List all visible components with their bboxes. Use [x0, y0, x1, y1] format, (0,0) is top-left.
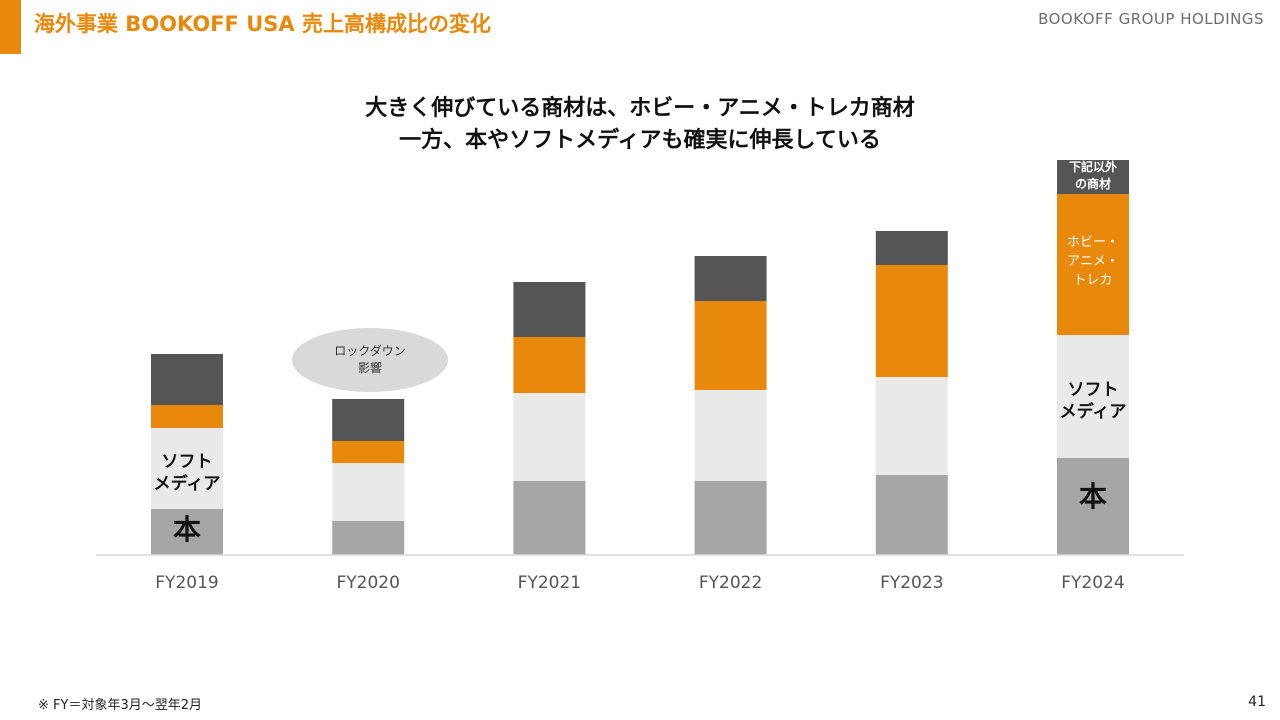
segment-label-soft-media-fy2019: ソフト メディア [153, 452, 221, 494]
bar-segment-fy2021-s3 [513, 282, 586, 337]
bar-segment-fy2024-s2 [1057, 194, 1129, 335]
bar-segment-fy2022-s1 [694, 390, 767, 481]
headline-line-2: 一方、本やソフトメディアも確実に伸長している [399, 128, 881, 153]
segment-label-book-fy2019: 本 [172, 513, 201, 546]
lockdown-callout-line-2: 影響 [357, 361, 382, 375]
bar-segment-fy2023-s1 [875, 377, 948, 475]
page-title: 海外事業 BOOKOFF USA 売上高構成比の変化 [34, 12, 491, 36]
x-tick-label-fy2024: FY2024 [1061, 573, 1124, 593]
bar-segment-fy2019-s0 [151, 509, 223, 555]
bar-segment-fy2020-s3 [332, 399, 405, 441]
lockdown-callout: ロックダウン 影響 [292, 328, 448, 392]
page-number: 41 [1248, 694, 1266, 710]
x-tick-label-fy2020: FY2020 [336, 573, 399, 593]
segment-label-book-fy2024: 本 [1078, 480, 1107, 513]
bar-segment-fy2019-s1 [151, 428, 223, 509]
bar-segment-fy2020-s0 [332, 521, 405, 555]
segment-label-other-fy2024: 下記以外 の商材 [1068, 160, 1117, 191]
bar-segment-fy2019-s2 [151, 405, 223, 428]
accent-bar [0, 0, 21, 54]
bar-segment-fy2021-s2 [513, 337, 586, 393]
bar-segment-fy2020-s1 [332, 463, 405, 521]
bar-segment-fy2019-s3 [151, 354, 223, 405]
bar-segment-fy2021-s1 [513, 393, 586, 481]
x-tick-label-fy2019: FY2019 [155, 573, 218, 593]
bar-segment-fy2022-s0 [694, 481, 767, 555]
bar-segment-fy2024-s0 [1057, 458, 1129, 555]
x-tick-label-fy2022: FY2022 [699, 573, 762, 593]
bar-segment-fy2023-s3 [875, 231, 948, 265]
bar-segment-fy2022-s3 [694, 256, 767, 301]
bar-segment-fy2020-s2 [332, 441, 405, 463]
bar-segment-fy2024-s1 [1057, 335, 1129, 458]
bar-segment-fy2023-s0 [875, 475, 948, 555]
bar-segment-fy2023-s2 [875, 265, 948, 377]
segment-label-soft-media-fy2024: ソフト メディア [1059, 380, 1127, 422]
bar-segment-fy2022-s2 [694, 301, 767, 390]
lockdown-callout-line-1: ロックダウン [334, 344, 406, 358]
footnote: ※ FY＝対象年3月～翌年2月 [38, 698, 202, 713]
headline-line-1: 大きく伸びている商材は、ホビー・アニメ・トレカ商材 [365, 96, 915, 121]
bar-segment-fy2021-s0 [513, 481, 586, 555]
brand-logo-text: BOOKOFF GROUP HOLDINGS [1038, 10, 1264, 28]
bar-segment-fy2024-s3 [1057, 160, 1129, 194]
x-tick-label-fy2023: FY2023 [880, 573, 943, 593]
segment-label-hobby-fy2024: ホビー・ アニメ・ トレカ [1066, 235, 1119, 288]
x-tick-label-fy2021: FY2021 [518, 573, 581, 593]
